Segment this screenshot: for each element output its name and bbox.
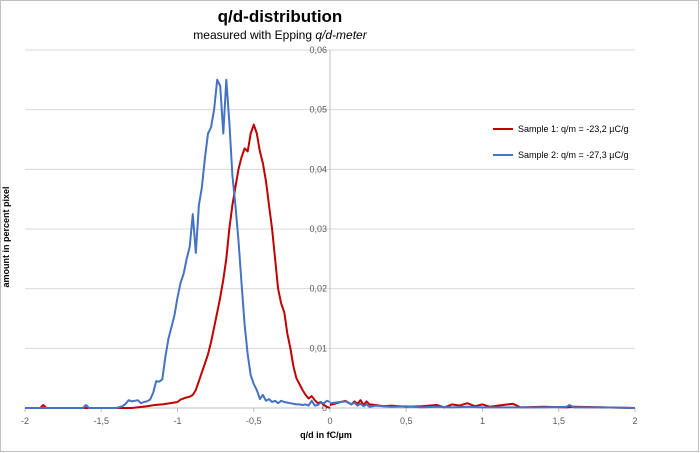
y-tick-label: 0,06 — [309, 45, 327, 55]
legend: Sample 1: q/m = -23,2 µC/g Sample 2: q/m … — [493, 124, 629, 160]
chart-title: q/d-distribution — [217, 7, 343, 26]
x-tick-label: -0,5 — [246, 416, 262, 426]
x-tick-labels: -2 -1,5 -1 -0,5 0 0,5 1 1,5 2 — [21, 416, 638, 426]
series-line-sample-2-part-4 — [329, 400, 636, 409]
y-tick-label: 0,01 — [309, 343, 327, 353]
chart-subtitle-prefix: measured with Epping — [193, 28, 316, 42]
y-tick-label: 0,04 — [309, 164, 327, 174]
x-axis-label: q/d in fC/µm — [300, 430, 352, 440]
series-lines — [25, 78, 636, 409]
x-tick-label: 0,5 — [400, 416, 413, 426]
x-tick-label: 1 — [480, 416, 485, 426]
x-tick-label: 1,5 — [552, 416, 565, 426]
series-line-sample-1-part-1 — [25, 123, 331, 409]
y-tick-label: 0,05 — [309, 105, 327, 115]
x-tick-label: -1 — [173, 416, 181, 426]
legend-entry: Sample 1: q/m = -23,2 µC/g — [518, 124, 629, 134]
chart-subtitle-italic: q/d-meter — [315, 28, 367, 42]
x-tick-label: 2 — [632, 416, 637, 426]
legend-entry: Sample 2: q/m = -27,3 µC/g — [518, 150, 629, 160]
x-tick-label: -2 — [21, 416, 29, 426]
chart-subtitle: measured with Epping q/d-meter — [0, 28, 560, 42]
axes — [24, 50, 636, 412]
y-tick-label: 0 — [322, 403, 327, 413]
y-tick-labels: 0 0,01 0,02 0,03 0,04 0,05 0,06 — [309, 45, 327, 413]
x-tick-label: -1,5 — [93, 416, 109, 426]
y-tick-label: 0,02 — [309, 284, 327, 294]
y-tick-label: 0,03 — [309, 224, 327, 234]
y-axis-label: amount in percent pixel — [1, 186, 11, 287]
series-line-sample-2-part-2 — [25, 78, 331, 409]
x-tick-label: 0 — [327, 416, 332, 426]
